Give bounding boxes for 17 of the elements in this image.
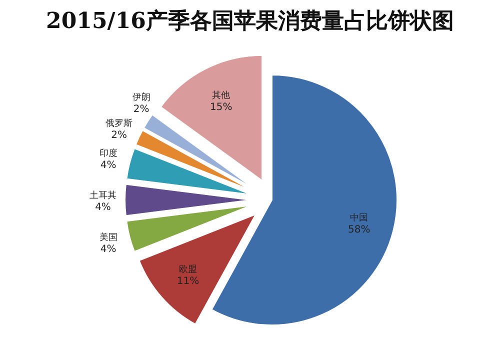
chart-title: 2015/16产季各国苹果消费量占比饼状图 (46, 8, 454, 34)
data-label: 4% (100, 244, 116, 256)
slice-label: 俄罗斯 (106, 118, 133, 130)
data-label: 11% (176, 276, 200, 288)
slice-label: 欧盟 (178, 264, 197, 276)
data-label: 15% (210, 102, 232, 114)
data-label: 4% (100, 160, 116, 171)
slice-label: 其他 (212, 90, 230, 102)
slice-label: 伊朗 (132, 92, 150, 104)
slice-label: 印度 (99, 148, 118, 159)
data-label: 4% (95, 202, 111, 213)
slice-label: 中国 (350, 212, 368, 224)
slice-label: 美国 (99, 232, 118, 244)
data-label: 58% (348, 224, 370, 236)
slice-label: 土耳其 (90, 190, 116, 201)
data-label: 2% (111, 130, 128, 142)
data-label: 2% (133, 104, 150, 116)
